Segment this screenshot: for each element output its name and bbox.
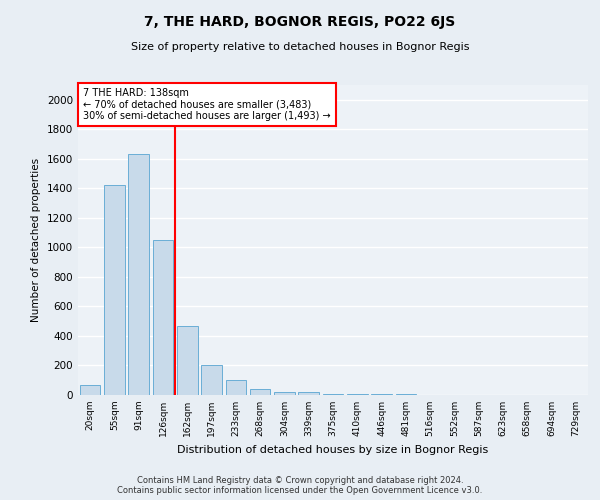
Bar: [128, 154, 149, 395]
Bar: [250, 389, 271, 395]
Text: Contains HM Land Registry data © Crown copyright and database right 2024.
Contai: Contains HM Land Registry data © Crown c…: [118, 476, 482, 495]
Bar: [298, 392, 319, 395]
Bar: [104, 186, 125, 395]
Bar: [201, 366, 222, 395]
Bar: [80, 384, 100, 395]
Text: 7, THE HARD, BOGNOR REGIS, PO22 6JS: 7, THE HARD, BOGNOR REGIS, PO22 6JS: [145, 15, 455, 29]
Bar: [274, 392, 295, 395]
Bar: [347, 394, 368, 395]
X-axis label: Distribution of detached houses by size in Bognor Regis: Distribution of detached houses by size …: [178, 444, 488, 454]
Text: Size of property relative to detached houses in Bognor Regis: Size of property relative to detached ho…: [131, 42, 469, 52]
Bar: [371, 394, 392, 395]
Y-axis label: Number of detached properties: Number of detached properties: [31, 158, 41, 322]
Bar: [323, 394, 343, 395]
Bar: [177, 326, 197, 395]
Bar: [395, 394, 416, 395]
Text: 7 THE HARD: 138sqm
← 70% of detached houses are smaller (3,483)
30% of semi-deta: 7 THE HARD: 138sqm ← 70% of detached hou…: [83, 88, 331, 122]
Bar: [152, 240, 173, 395]
Bar: [226, 380, 246, 395]
